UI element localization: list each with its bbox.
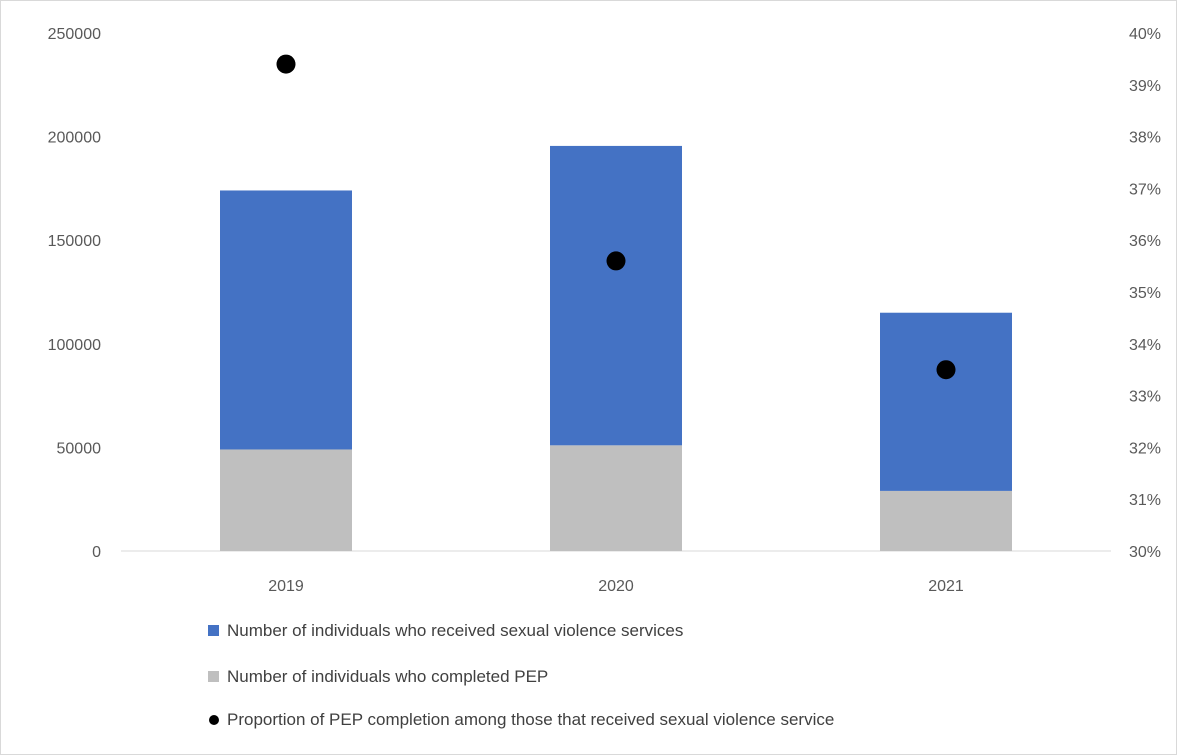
y-right-tick-label: 33%	[1129, 389, 1161, 406]
y-right-tick-label: 31%	[1129, 492, 1161, 509]
legend-label: Number of individuals who completed PEP	[227, 667, 548, 686]
y-right-tick-label: 37%	[1129, 181, 1161, 198]
y-right-tick-label: 35%	[1129, 285, 1161, 302]
y-right-tick-label: 34%	[1129, 337, 1161, 354]
y-left-tick-label: 100000	[48, 337, 101, 354]
bar-completed-pep	[550, 445, 682, 551]
point-pep-completion-proportion	[276, 54, 296, 74]
point-pep-completion-proportion	[936, 360, 956, 380]
y-right-tick-label: 40%	[1129, 26, 1161, 43]
x-tick-label: 2020	[598, 578, 634, 595]
bar-received-services	[550, 145, 682, 446]
y-right-tick-label: 36%	[1129, 233, 1161, 250]
x-tick-label: 2019	[268, 578, 304, 595]
bar-received-services	[220, 190, 352, 450]
y-right-tick-label: 39%	[1129, 78, 1161, 95]
legend-marker-completed-pep	[208, 671, 219, 682]
bar-completed-pep	[880, 490, 1012, 551]
legend-label: Number of individuals who received sexua…	[227, 621, 683, 640]
y-left-tick-label: 150000	[48, 233, 101, 250]
legend-marker-proportion	[209, 715, 219, 725]
bar-completed-pep	[220, 449, 352, 551]
y-left-tick-label: 200000	[48, 130, 101, 147]
bar-received-services	[880, 312, 1012, 491]
y-left-tick-label: 50000	[57, 440, 102, 457]
y-left-tick-label: 0	[92, 544, 101, 561]
legend-marker-received-services	[208, 625, 219, 636]
y-right-tick-label: 30%	[1129, 544, 1161, 561]
y-right-tick-label: 32%	[1129, 440, 1161, 457]
y-right-tick-label: 38%	[1129, 130, 1161, 147]
point-pep-completion-proportion	[606, 251, 626, 271]
x-tick-label: 2021	[928, 578, 964, 595]
legend-label: Proportion of PEP completion among those…	[227, 710, 834, 729]
y-left-tick-label: 250000	[48, 26, 101, 43]
